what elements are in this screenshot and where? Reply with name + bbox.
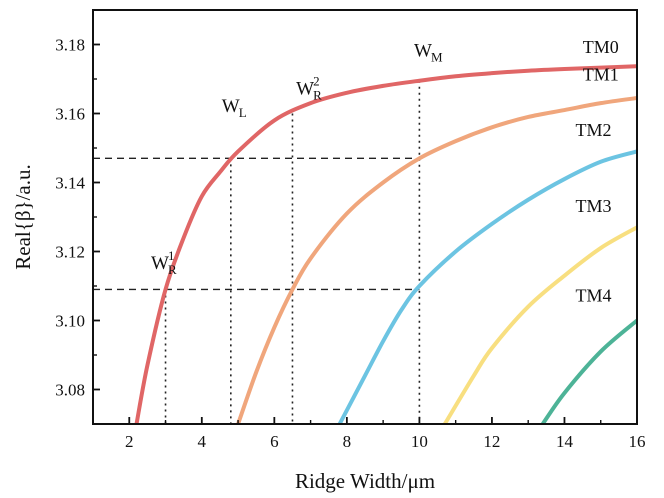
y-tick-label: 3.12 [55,243,85,262]
x-tick-label-8: 8 [343,432,352,451]
series-label-tm3: TM3 [575,196,611,216]
annotation-main: W [296,79,314,100]
annotation-main: W [414,41,432,62]
series-line-tm0 [134,64,637,424]
x-tick-label-16: 16 [629,432,646,451]
annotation-main: W [151,253,169,274]
annotation-sup: 2 [313,74,320,89]
x-tick-label-10: 10 [411,432,428,451]
annotation-w-2r: W 2R [296,74,322,103]
x-tick-label-2: 2 [125,432,134,451]
reference-lines [93,80,421,424]
annotation-sub: L [239,105,247,120]
x-tick-label-12: 12 [483,432,500,451]
series-label-tm1: TM1 [583,65,619,85]
y-tick-label: 3.10 [55,312,85,331]
series-label-tm2: TM2 [575,120,611,140]
y-axis-title: Real{β}/a.u. [11,164,35,269]
plot-border [92,9,638,425]
series-line-tm4 [541,318,637,424]
annotation-w-1r: W 1R [151,248,177,277]
annotation-main: W [222,96,240,117]
series-line-tm3 [443,225,637,424]
chart-labels: 2 4 6 8 10 12 14 163.083.103.123.143.163.18Ridg… [11,36,646,494]
series-line-tm2 [337,149,637,424]
plot-frame [92,9,638,425]
x-tick-label-6: 6 [270,432,279,451]
axis-ticks [92,43,638,425]
series-line-tm1 [236,95,637,424]
series-label-tm0: TM0 [583,37,619,57]
x-tick-label-4: 4 [198,432,207,451]
series-label-tm4: TM4 [575,286,611,306]
y-tick-label: 3.18 [55,36,85,55]
y-tick-label: 3.08 [55,381,85,400]
x-axis-title: Ridge Width/μm [295,469,435,493]
annotation-sub: R [313,88,322,103]
series-group [134,64,637,424]
y-tick-label: 3.16 [55,105,85,124]
annotation-sub: M [431,50,443,65]
y-tick-label: 3.14 [55,174,85,193]
annotation-sup: 1 [168,248,175,263]
annotation-sub: R [168,262,177,277]
x-tick-label-14: 14 [556,432,574,451]
